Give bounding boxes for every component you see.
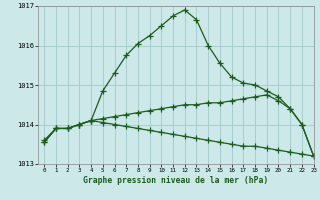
X-axis label: Graphe pression niveau de la mer (hPa): Graphe pression niveau de la mer (hPa) <box>84 176 268 185</box>
